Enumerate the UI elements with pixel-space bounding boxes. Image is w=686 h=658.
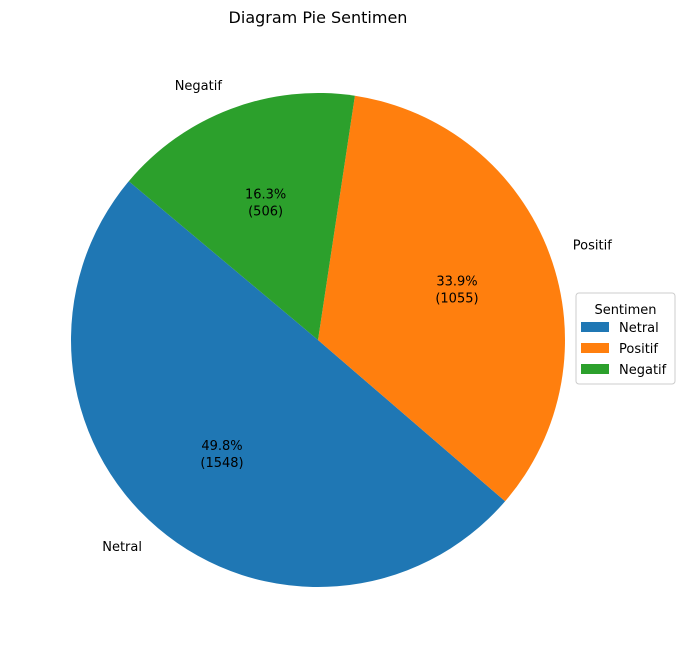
slice-count-positif: (1055) xyxy=(435,292,478,307)
legend: Sentimen Netral Positif Negatif xyxy=(575,292,676,385)
legend-swatch-negatif xyxy=(581,364,609,374)
pie-slices xyxy=(71,92,566,587)
slice-percent-positif: 33.9% xyxy=(436,275,477,290)
legend-title: Sentimen xyxy=(594,303,656,318)
pie-slice-positif xyxy=(318,95,566,502)
legend-label-netral: Netral xyxy=(619,321,659,336)
slice-count-netral: (1548) xyxy=(200,456,243,471)
legend-label-positif: Positif xyxy=(619,342,658,357)
slice-label-negatif: Negatif xyxy=(175,79,223,94)
slice-percent-netral: 49.8% xyxy=(201,439,242,454)
pie-slice-negatif xyxy=(128,92,355,340)
slice-count-negatif: (506) xyxy=(248,204,283,219)
slice-label-netral: Netral xyxy=(102,540,142,555)
legend-swatch-netral xyxy=(581,322,609,332)
slice-label-positif: Positif xyxy=(573,239,612,254)
pie-slice-netral xyxy=(71,181,506,587)
legend-frame xyxy=(575,292,676,385)
legend-label-negatif: Negatif xyxy=(619,363,667,378)
chart-title: Diagram Pie Sentimen xyxy=(229,8,408,27)
legend-swatch-positif xyxy=(581,343,609,353)
pie-labels: Netral 49.8% (1548) Positif 33.9% (1055) Negat… xyxy=(102,79,612,555)
slice-percent-negatif: 16.3% xyxy=(245,187,286,202)
